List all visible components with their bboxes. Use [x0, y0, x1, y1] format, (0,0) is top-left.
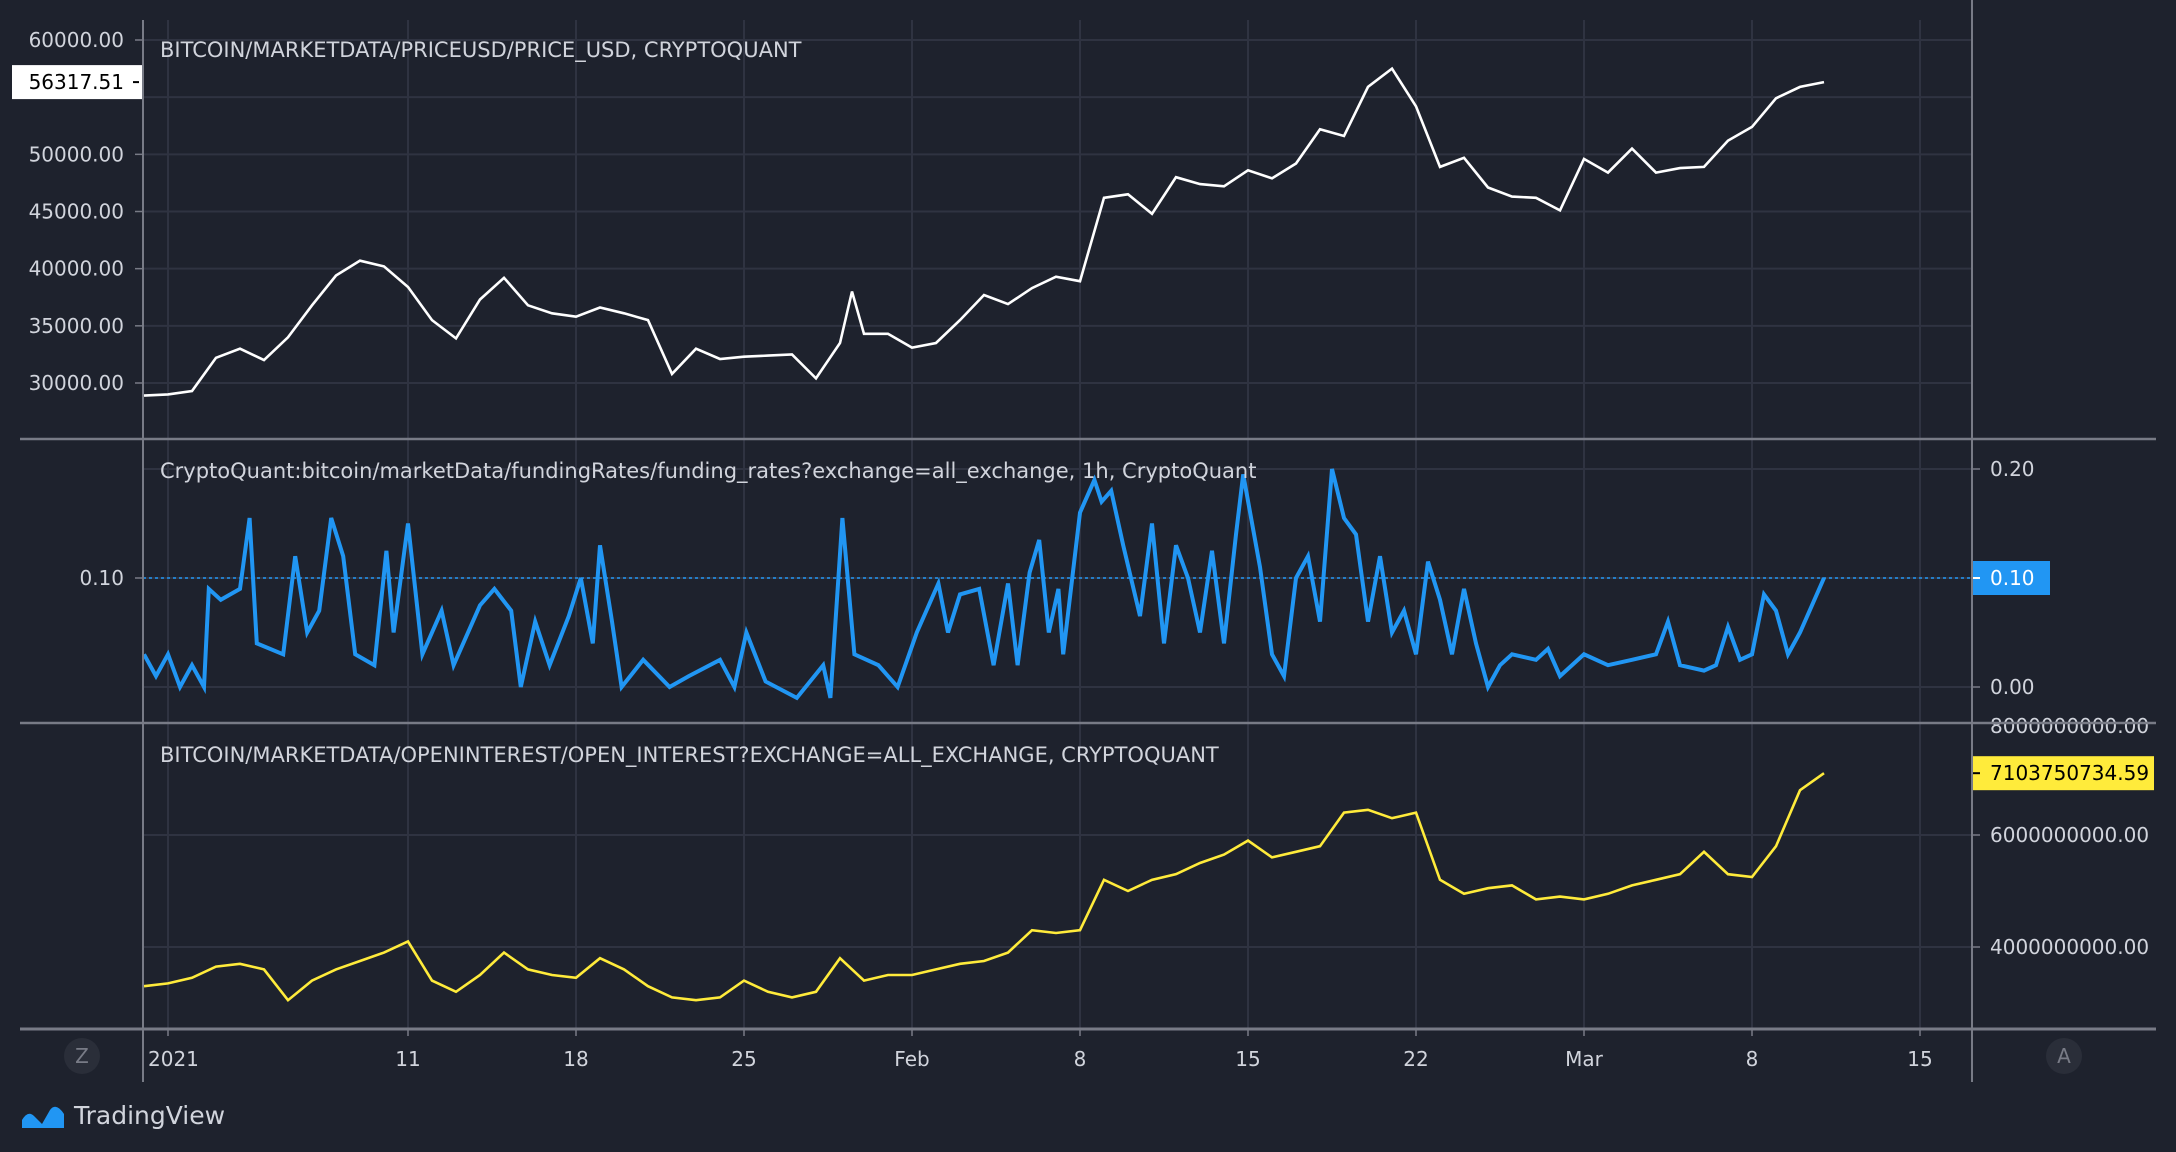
price-legend: BITCOIN/MARKETDATA/PRICEUSD/PRICE_USD, C…: [160, 38, 802, 63]
y-tick-label: 0.20: [1990, 457, 2035, 481]
price-last-value-label: 56317.51: [29, 70, 124, 94]
x-tick-label: Mar: [1565, 1047, 1604, 1071]
y-tick-label: 60000.00: [29, 28, 124, 52]
y-tick-label: 4000000000.00: [1990, 935, 2149, 959]
funding-rate-line: [143, 468, 1826, 701]
axes: 2021 11 18 25 Feb 8 15 22 Mar 8 15 60000.00 50000.00…: [12, 0, 2156, 1082]
x-tick-label: 8: [1746, 1047, 1759, 1071]
series-layer: [143, 66, 1972, 1003]
x-tick-label: 2021: [148, 1047, 199, 1071]
y-tick-label: 0.00: [1990, 675, 2035, 699]
x-tick-label: 22: [1403, 1047, 1428, 1071]
y-tick-label: 35000.00: [29, 314, 124, 338]
x-tick-label: 25: [731, 1047, 756, 1071]
funding-legend: CryptoQuant:bitcoin/marketData/fundingRa…: [160, 459, 1256, 484]
x-tick-label: 18: [563, 1047, 588, 1071]
scale-button-a[interactable]: A: [2046, 1038, 2082, 1074]
funding-last-value-label: 0.10: [1990, 566, 2035, 590]
scale-button-a-label: A: [2057, 1044, 2071, 1068]
tradingview-logo[interactable]: TradingView: [20, 1100, 225, 1130]
x-tick-label: 15: [1907, 1047, 1932, 1071]
funding-last-value-tag: [1972, 561, 2050, 595]
scale-button-z-label: Z: [75, 1044, 89, 1068]
y-tick-label: 30000.00: [29, 371, 124, 395]
x-tick-label: Feb: [894, 1047, 929, 1071]
tradingview-logo-icon: [22, 1106, 64, 1128]
grid: [143, 20, 1972, 1029]
open-interest-last-value-tag: [1972, 756, 2154, 791]
open-interest-legend: BITCOIN/MARKETDATA/OPENINTEREST/OPEN_INT…: [160, 743, 1219, 768]
x-tick-label: 11: [395, 1047, 420, 1071]
tradingview-logo-text: TradingView: [74, 1100, 226, 1130]
y-tick-label: 40000.00: [29, 257, 124, 281]
price-last-value-tag: [12, 65, 143, 100]
open-interest-line: [143, 772, 1825, 1003]
y-tick-label: 6000000000.00: [1990, 823, 2149, 847]
scale-button-z[interactable]: Z: [64, 1038, 100, 1074]
y-tick-label: 45000.00: [29, 200, 124, 224]
y-tick-label: 8000000000.00: [1990, 714, 2149, 738]
x-tick-label: 8: [1074, 1047, 1087, 1071]
y-tick-label: 0.10: [79, 566, 124, 590]
x-tick-label: 15: [1235, 1047, 1260, 1071]
open-interest-last-value-label: 7103750734.59: [1990, 761, 2149, 785]
price-line: [143, 66, 1825, 397]
y-tick-label: 50000.00: [29, 142, 124, 166]
